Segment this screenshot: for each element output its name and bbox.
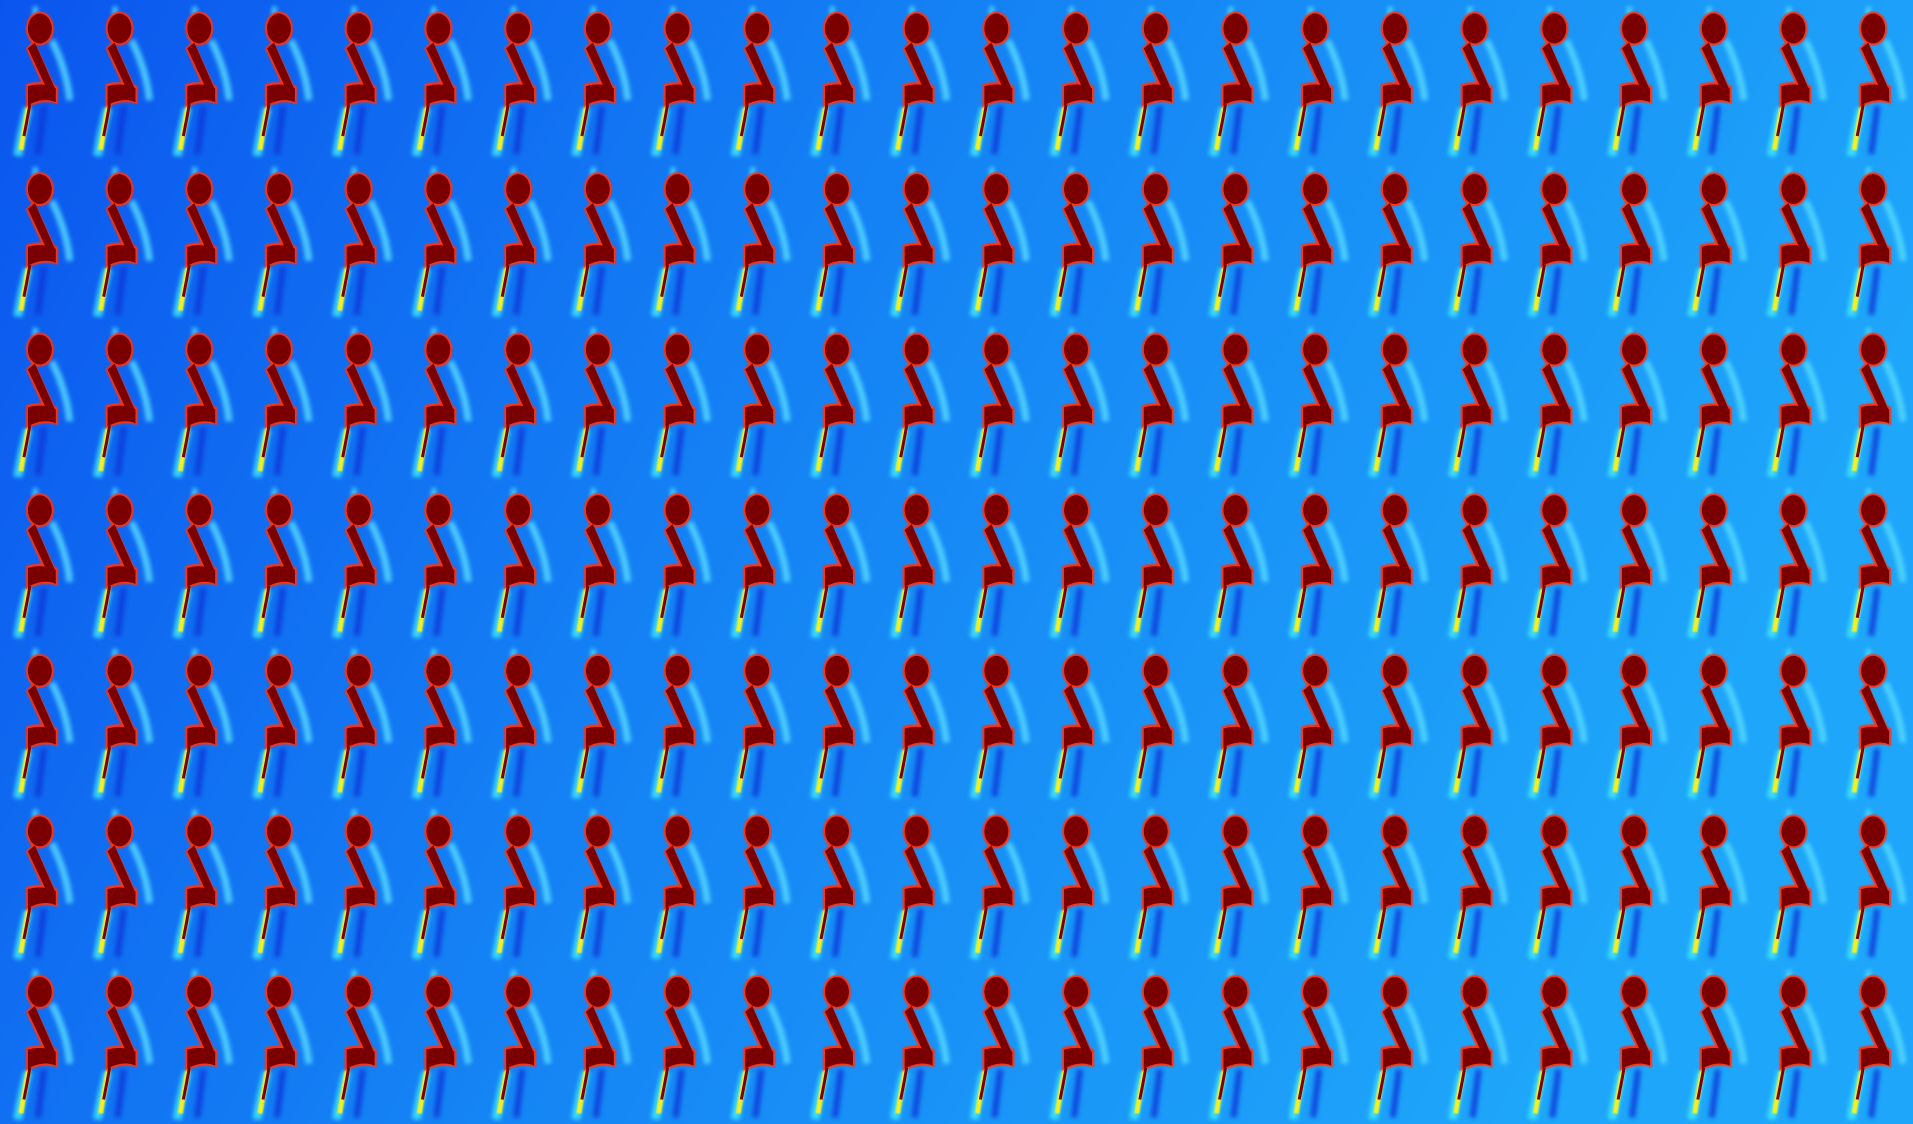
- image-grid: [0, 0, 1913, 1124]
